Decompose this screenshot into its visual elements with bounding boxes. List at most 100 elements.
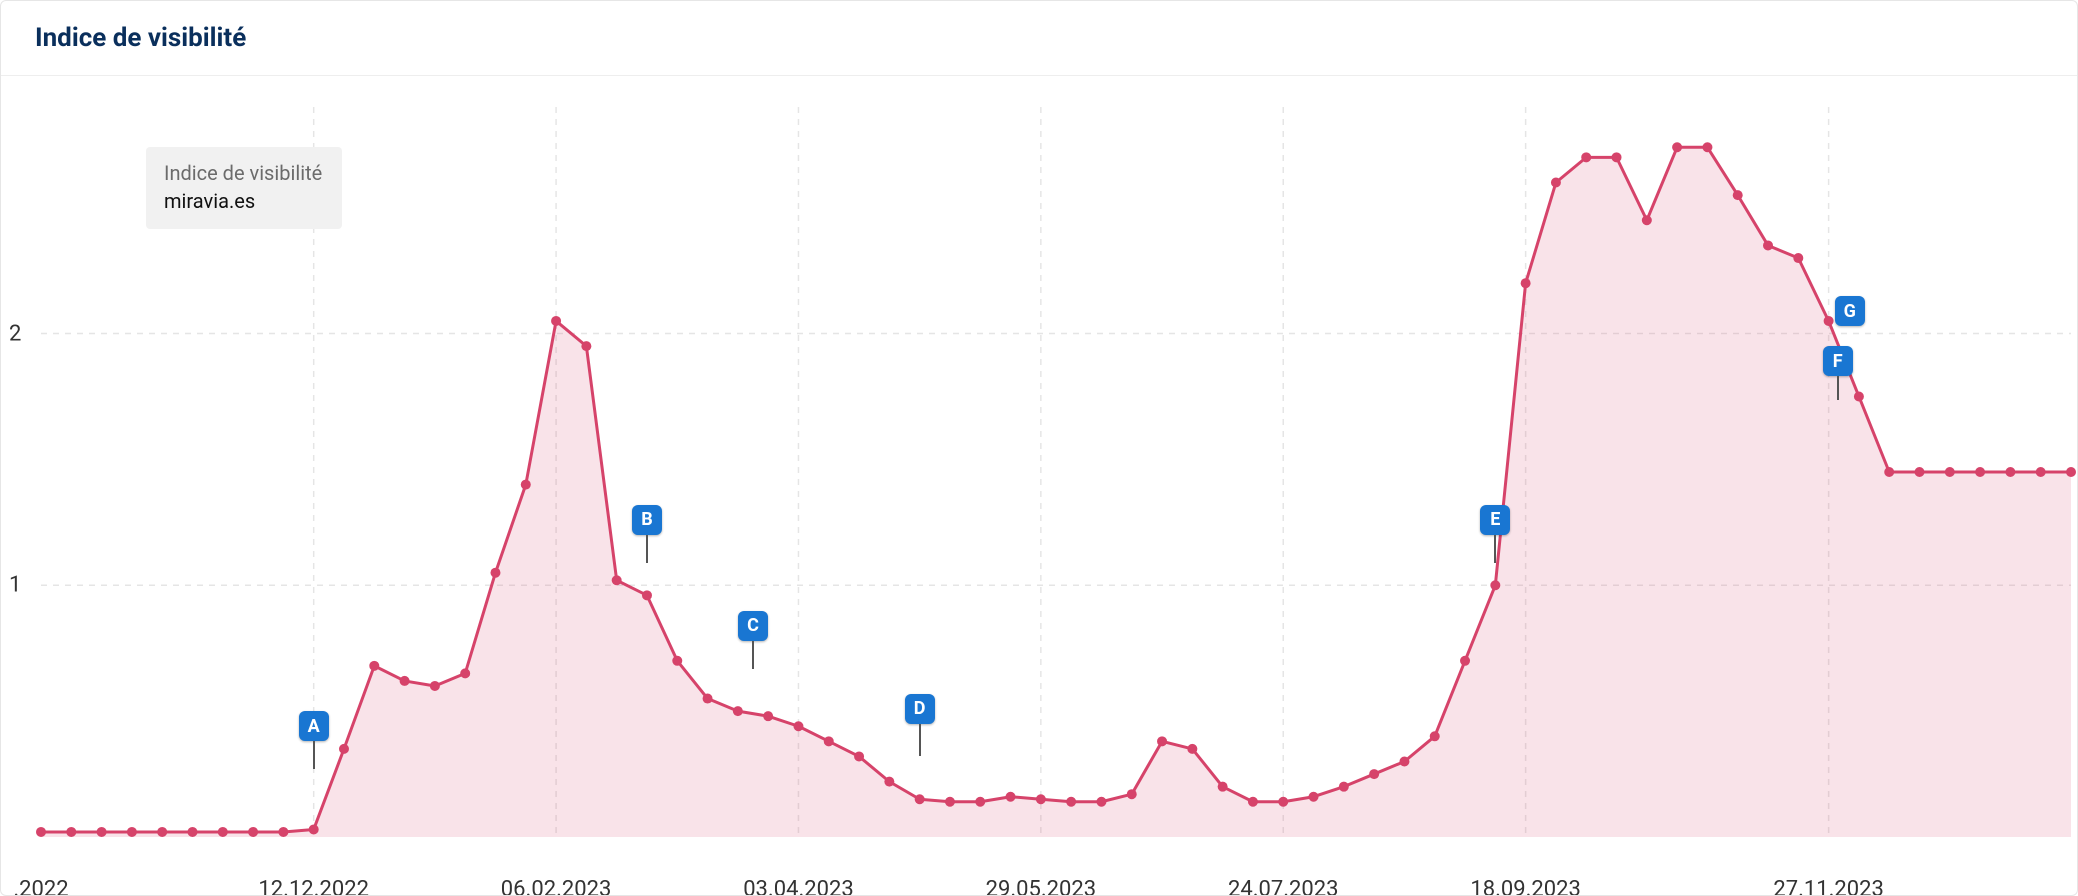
data-point[interactable]: [2005, 467, 2015, 477]
event-pin-stem: [1494, 535, 1496, 563]
event-pin-g[interactable]: G: [1835, 296, 1865, 326]
data-point[interactable]: [248, 827, 258, 837]
data-point[interactable]: [400, 676, 410, 686]
data-point[interactable]: [1793, 253, 1803, 263]
data-point[interactable]: [1187, 744, 1197, 754]
data-point[interactable]: [2036, 467, 2046, 477]
x-axis-label: 18.09.2023: [1470, 877, 1581, 896]
data-point[interactable]: [1248, 797, 1258, 807]
data-point[interactable]: [1157, 736, 1167, 746]
data-point[interactable]: [824, 736, 834, 746]
data-point[interactable]: [1702, 142, 1712, 152]
data-point[interactable]: [1066, 797, 1076, 807]
data-point[interactable]: [763, 711, 773, 721]
data-point[interactable]: [187, 827, 197, 837]
x-axis-label: 03.04.2023: [743, 877, 854, 896]
legend-title: Indice de visibilité: [164, 159, 322, 187]
data-point[interactable]: [278, 827, 288, 837]
data-point[interactable]: [551, 316, 561, 326]
data-point[interactable]: [915, 794, 925, 804]
x-axis-label: 27.11.2023: [1773, 877, 1884, 896]
event-badge[interactable]: E: [1480, 505, 1510, 535]
data-point[interactable]: [521, 480, 531, 490]
data-point[interactable]: [1612, 152, 1622, 162]
data-point[interactable]: [1399, 756, 1409, 766]
data-point[interactable]: [1006, 792, 1016, 802]
event-pin-stem: [1837, 376, 1839, 400]
data-point[interactable]: [733, 706, 743, 716]
data-point[interactable]: [1642, 215, 1652, 225]
data-point[interactable]: [1945, 467, 1955, 477]
data-point[interactable]: [642, 590, 652, 600]
data-point[interactable]: [1854, 391, 1864, 401]
event-badge[interactable]: G: [1835, 296, 1865, 326]
event-badge[interactable]: C: [738, 611, 768, 641]
x-axis-label: 06.02.2023: [501, 877, 612, 896]
data-point[interactable]: [1581, 152, 1591, 162]
data-point[interactable]: [1975, 467, 1985, 477]
data-point[interactable]: [1339, 782, 1349, 792]
data-point[interactable]: [309, 824, 319, 834]
card-title: Indice de visibilité: [35, 23, 2043, 53]
data-point[interactable]: [1278, 797, 1288, 807]
event-pin-e[interactable]: E: [1480, 505, 1510, 563]
data-point[interactable]: [490, 568, 500, 578]
data-point[interactable]: [1521, 278, 1531, 288]
data-point[interactable]: [369, 661, 379, 671]
data-point[interactable]: [339, 744, 349, 754]
data-point[interactable]: [1551, 178, 1561, 188]
data-point[interactable]: [97, 827, 107, 837]
data-point[interactable]: [218, 827, 228, 837]
data-point[interactable]: [1460, 656, 1470, 666]
data-point[interactable]: [945, 797, 955, 807]
event-pin-b[interactable]: B: [632, 505, 662, 563]
data-point[interactable]: [1884, 467, 1894, 477]
data-point[interactable]: [66, 827, 76, 837]
data-point[interactable]: [127, 827, 137, 837]
data-point[interactable]: [1309, 792, 1319, 802]
event-badge[interactable]: D: [905, 694, 935, 724]
data-point[interactable]: [1218, 782, 1228, 792]
event-pin-d[interactable]: D: [905, 694, 935, 756]
event-badge[interactable]: B: [632, 505, 662, 535]
data-point[interactable]: [703, 694, 713, 704]
data-point[interactable]: [1036, 794, 1046, 804]
data-point[interactable]: [672, 656, 682, 666]
event-pin-c[interactable]: C: [738, 611, 768, 669]
x-axis-label: 12.12.2022: [258, 877, 369, 896]
data-point[interactable]: [1096, 797, 1106, 807]
event-pin-a[interactable]: A: [299, 711, 329, 769]
data-point[interactable]: [1915, 467, 1925, 477]
data-point[interactable]: [1763, 240, 1773, 250]
data-point[interactable]: [36, 827, 46, 837]
event-pin-stem: [752, 641, 754, 669]
event-badge[interactable]: A: [299, 711, 329, 741]
event-badge[interactable]: F: [1823, 346, 1853, 376]
data-point[interactable]: [884, 777, 894, 787]
x-axis-label: 24.07.2023: [1228, 877, 1339, 896]
data-point[interactable]: [581, 341, 591, 351]
legend-domain: miravia.es: [164, 187, 322, 215]
chart-area: 12.202212.12.202206.02.202303.04.202329.…: [1, 97, 2077, 895]
data-point[interactable]: [1369, 769, 1379, 779]
data-point[interactable]: [1430, 731, 1440, 741]
x-axis-label: 29.05.2023: [986, 877, 1097, 896]
data-point[interactable]: [1127, 789, 1137, 799]
y-axis-label: 2: [9, 321, 21, 346]
data-point[interactable]: [854, 751, 864, 761]
data-point[interactable]: [1490, 580, 1500, 590]
data-point[interactable]: [975, 797, 985, 807]
event-pin-f[interactable]: F: [1823, 346, 1853, 400]
data-point[interactable]: [157, 827, 167, 837]
data-point[interactable]: [460, 668, 470, 678]
data-point[interactable]: [1824, 316, 1834, 326]
data-point[interactable]: [430, 681, 440, 691]
data-point[interactable]: [1672, 142, 1682, 152]
data-point[interactable]: [1733, 190, 1743, 200]
data-point[interactable]: [612, 575, 622, 585]
data-point[interactable]: [793, 721, 803, 731]
chart-legend: Indice de visibilitémiravia.es: [146, 147, 342, 229]
event-pin-stem: [313, 741, 315, 769]
visibility-card: Indice de visibilité 12.202212.12.202206…: [0, 0, 2078, 896]
data-point[interactable]: [2066, 467, 2076, 477]
